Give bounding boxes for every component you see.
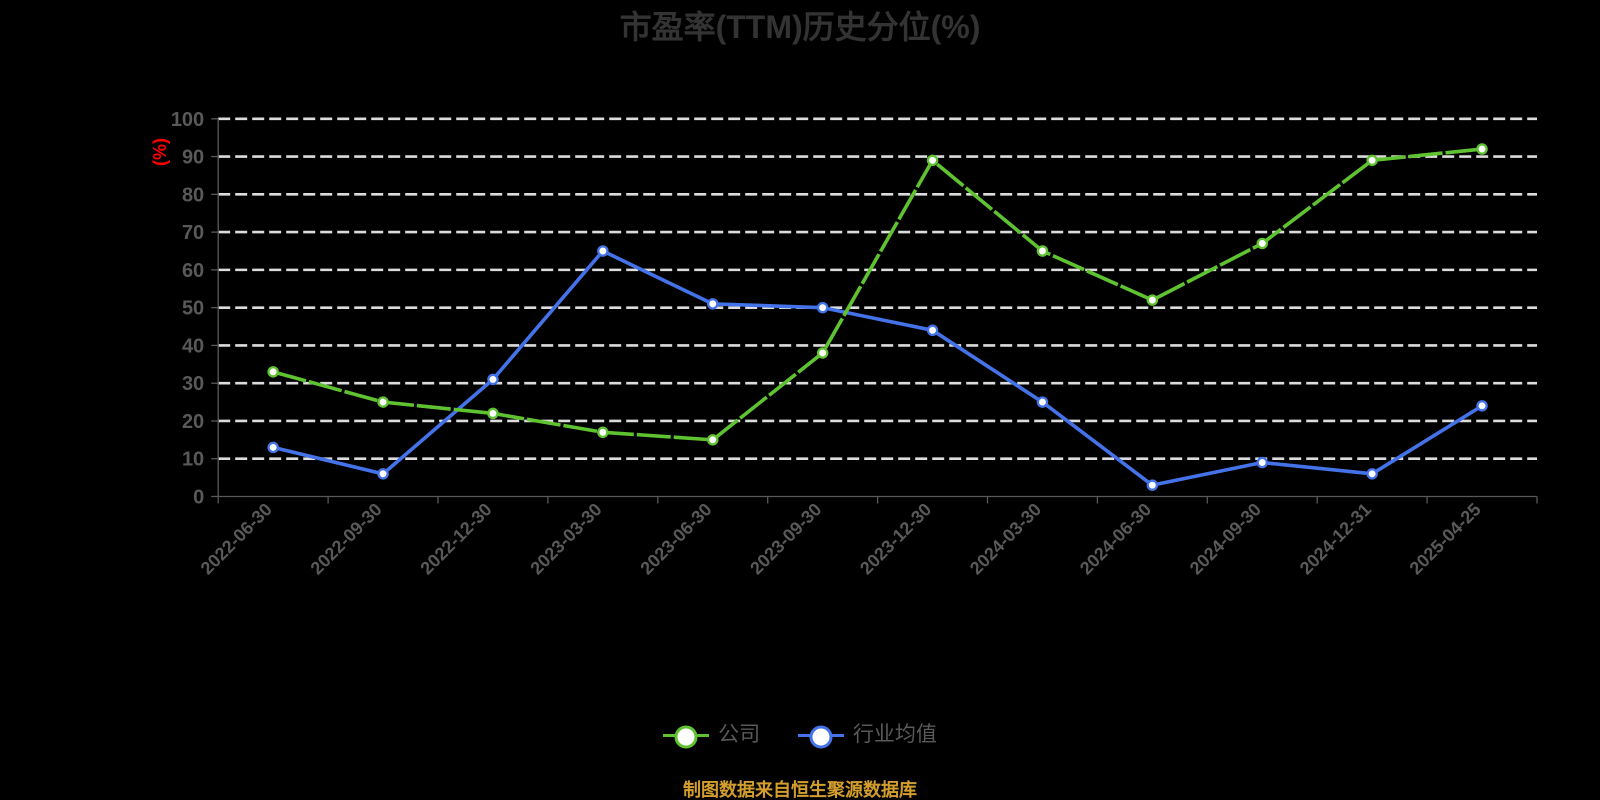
svg-text:2023-03-30: 2023-03-30 xyxy=(526,499,605,578)
svg-text:90: 90 xyxy=(182,147,204,169)
svg-text:80: 80 xyxy=(182,184,204,206)
svg-text:70: 70 xyxy=(182,222,204,244)
svg-text:60: 60 xyxy=(182,260,204,282)
svg-text:40: 40 xyxy=(182,335,204,357)
svg-text:30: 30 xyxy=(182,373,204,395)
svg-text:20: 20 xyxy=(182,411,204,433)
svg-text:100: 100 xyxy=(171,109,204,131)
svg-text:2023-06-30: 2023-06-30 xyxy=(636,499,715,578)
svg-text:2022-06-30: 2022-06-30 xyxy=(197,499,276,578)
svg-text:2022-12-30: 2022-12-30 xyxy=(416,499,495,578)
svg-text:2024-09-30: 2024-09-30 xyxy=(1186,499,1265,578)
svg-text:2025-04-25: 2025-04-25 xyxy=(1406,499,1485,578)
svg-text:2023-09-30: 2023-09-30 xyxy=(746,499,825,578)
svg-text:10: 10 xyxy=(182,449,204,471)
svg-text:2024-06-30: 2024-06-30 xyxy=(1076,499,1155,578)
svg-text:2024-12-31: 2024-12-31 xyxy=(1296,499,1375,578)
svg-text:2023-12-30: 2023-12-30 xyxy=(856,499,935,578)
svg-text:50: 50 xyxy=(182,298,204,320)
svg-text:2024-03-30: 2024-03-30 xyxy=(966,499,1045,578)
svg-text:2022-09-30: 2022-09-30 xyxy=(307,499,386,578)
svg-text:0: 0 xyxy=(193,487,204,509)
